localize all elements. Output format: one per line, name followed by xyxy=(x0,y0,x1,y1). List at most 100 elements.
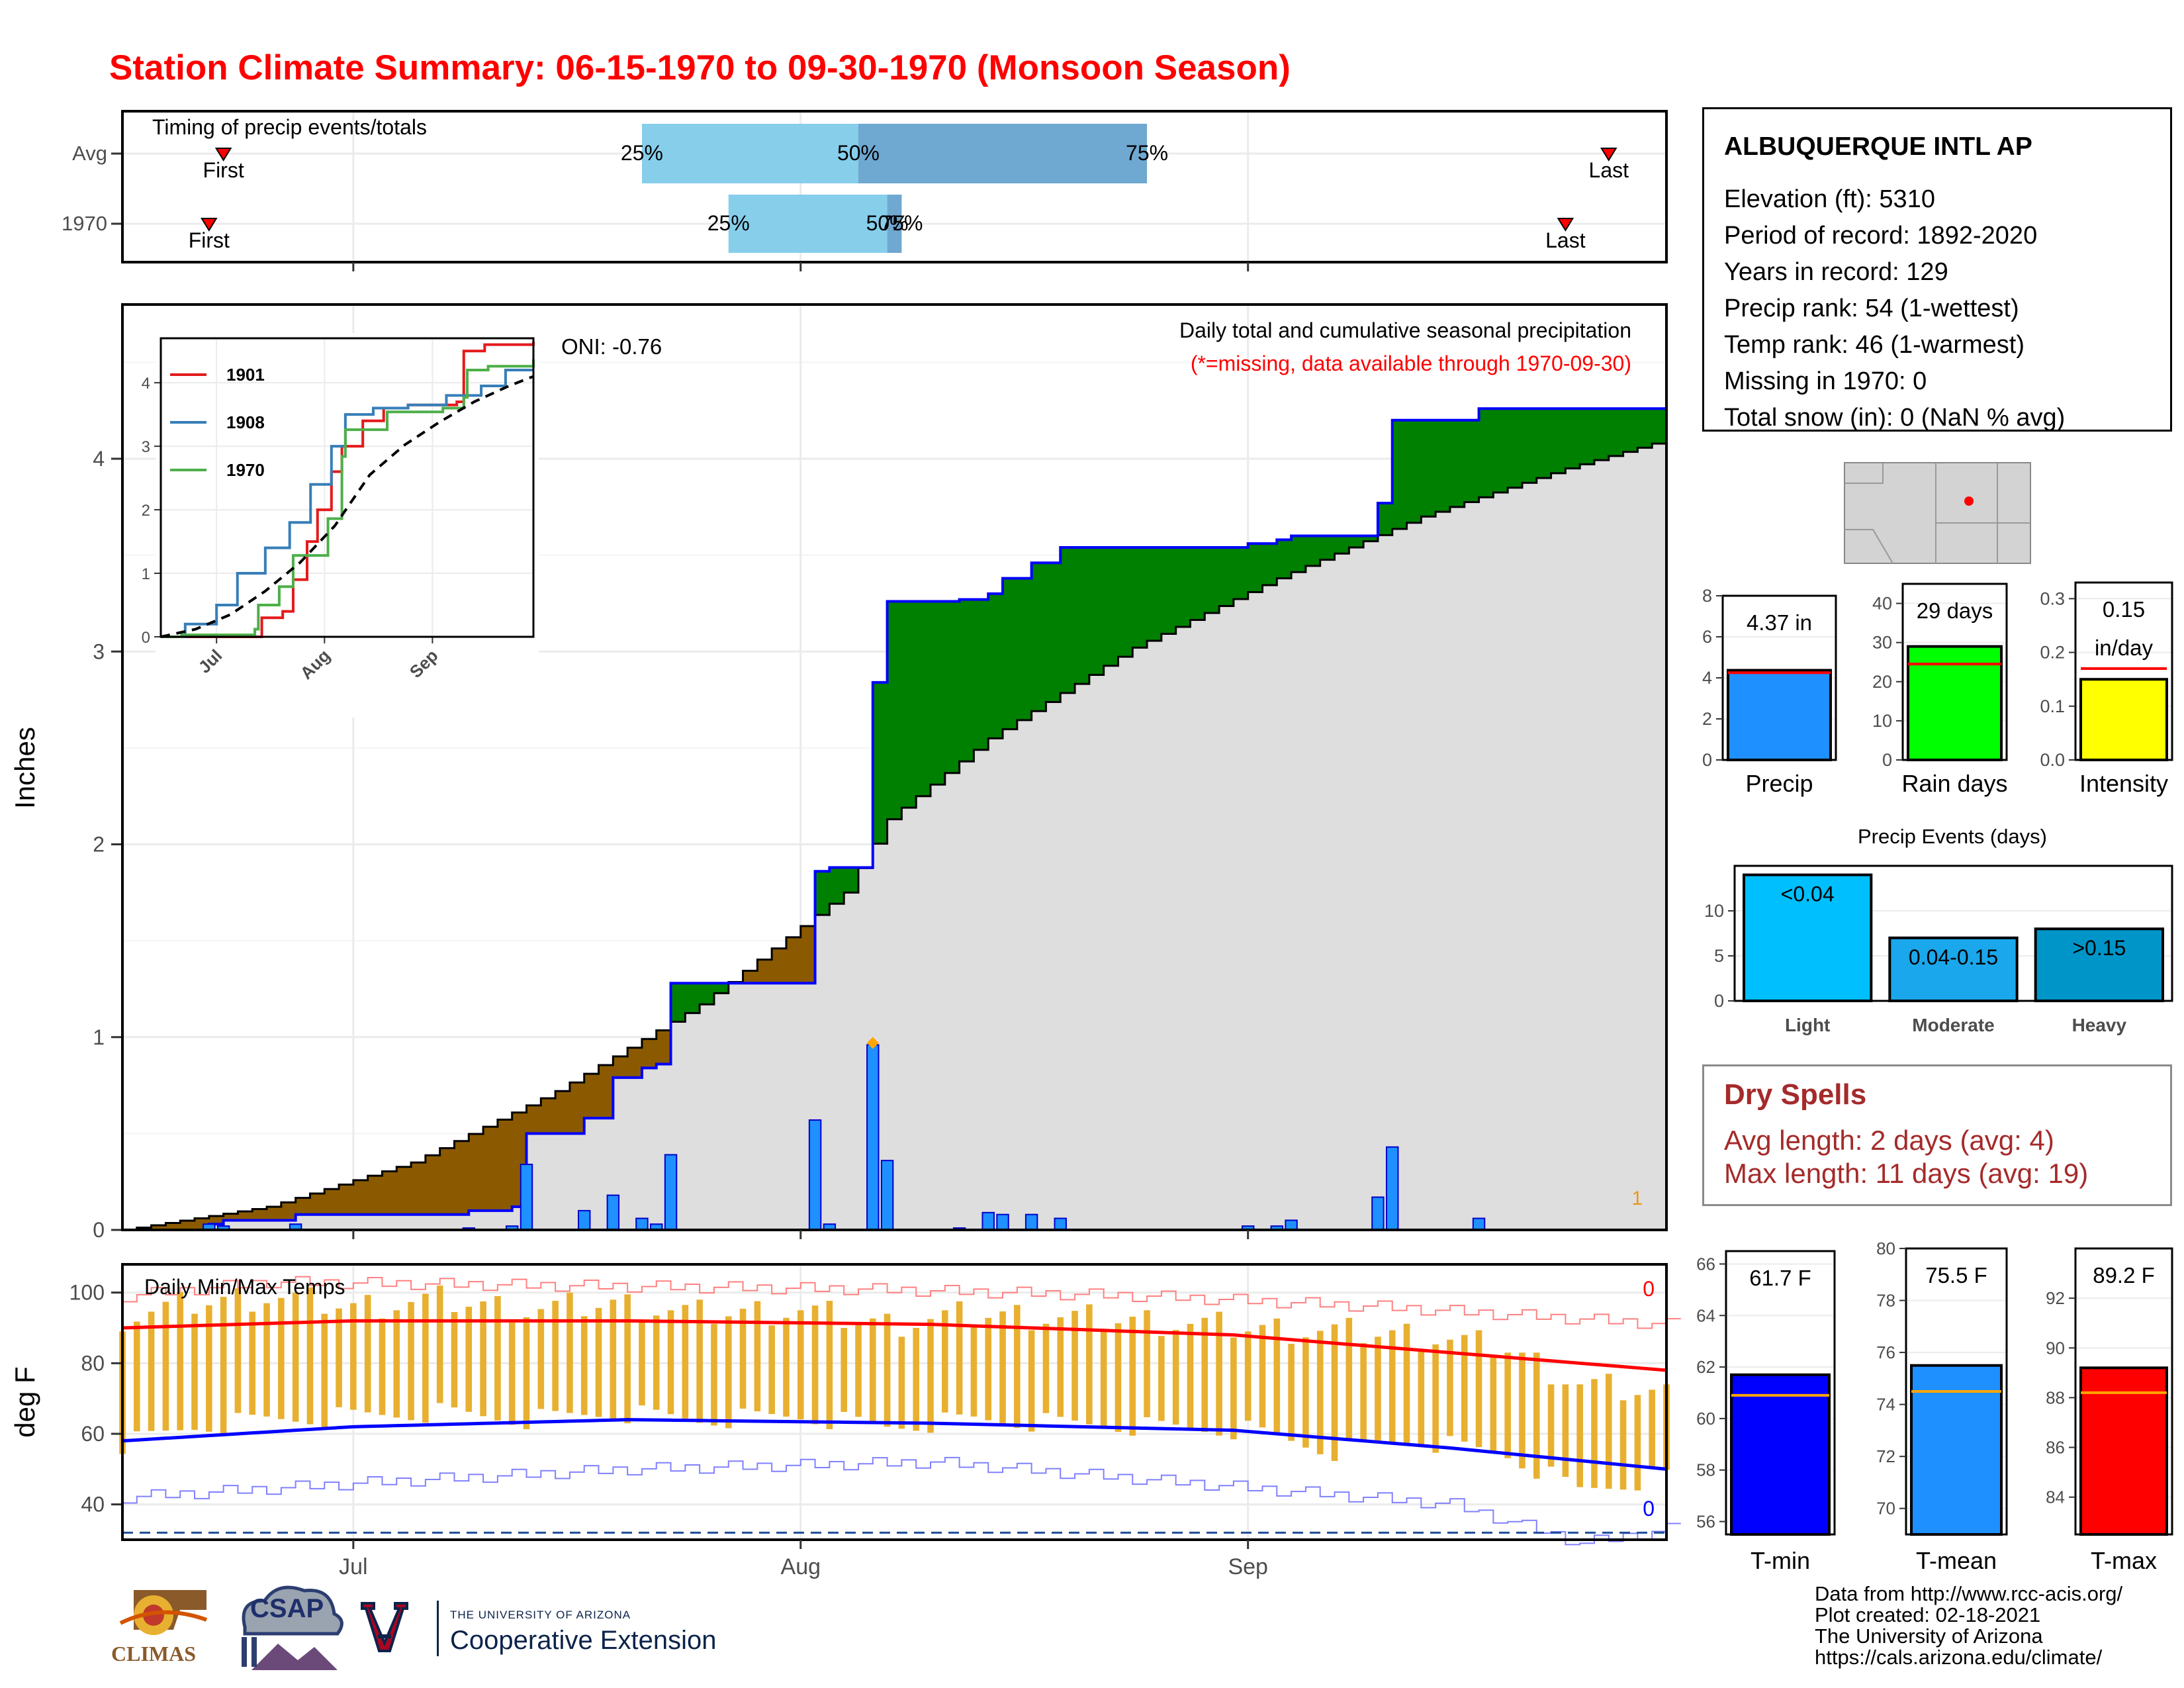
station-snow: Total snow (in): 0 (NaN % avg) xyxy=(1724,404,2066,432)
daily-temp-bar xyxy=(1216,1311,1222,1436)
footer-source: Data from http://www.rcc-acis.org/ xyxy=(1815,1582,2123,1605)
daily-temp-bar xyxy=(263,1303,270,1417)
daily-temp-bar xyxy=(1273,1318,1281,1434)
timing-bar-25-50 xyxy=(728,195,887,253)
surplus-area xyxy=(1219,547,1234,606)
daily-temp-bar xyxy=(206,1305,212,1432)
tmean-y-tick-label: 70 xyxy=(1876,1499,1895,1519)
surplus-area xyxy=(1565,408,1580,469)
surplus-area xyxy=(1118,547,1133,657)
surplus-area xyxy=(829,867,844,904)
daily-temp-bar xyxy=(292,1292,299,1422)
precip-corner-note: 1 xyxy=(1631,1188,1643,1209)
tmin-y-tick-label: 64 xyxy=(1696,1305,1715,1325)
daily-temp-bar xyxy=(191,1313,198,1430)
timing-row-label: Avg xyxy=(72,142,107,165)
daily-temp-bar xyxy=(869,1318,876,1422)
events-category-label: Light xyxy=(1785,1015,1830,1035)
tmean-y-tick-label: 72 xyxy=(1876,1446,1895,1466)
daily-temp-bar xyxy=(927,1319,934,1433)
page-title: Station Climate Summary: 06-15-1970 to 0… xyxy=(109,48,1291,87)
last-marker xyxy=(1557,218,1574,232)
temp-x-tick-label: Aug xyxy=(781,1554,821,1579)
surplus-area xyxy=(1349,536,1364,547)
events-bar-label: >0.15 xyxy=(2072,936,2126,960)
precip_total-y-tick-label: 0 xyxy=(1702,750,1712,770)
deficit-area xyxy=(339,1184,354,1215)
inset-line-1970 xyxy=(161,359,535,638)
daily-temp-bar xyxy=(306,1287,314,1425)
intensity-value-unit: in/day xyxy=(2095,635,2154,660)
surplus-area xyxy=(1075,547,1090,684)
tmax-border xyxy=(2074,1247,2173,1536)
deficit-area xyxy=(469,1133,484,1211)
climas-logo-icon xyxy=(119,1590,208,1635)
surplus-area xyxy=(1637,408,1653,448)
footer-link: https://cals.arizona.edu/climate/ xyxy=(1815,1646,2103,1669)
daily-temp-bar xyxy=(1619,1400,1627,1490)
surplus-area xyxy=(1508,408,1523,488)
deficit-area xyxy=(310,1193,325,1215)
ua-a-icon xyxy=(361,1602,408,1652)
surplus-area xyxy=(1233,547,1249,600)
daily-temp-bar xyxy=(1461,1335,1468,1442)
tmin-value-label: 61.7 F xyxy=(1749,1266,1811,1290)
rain_days-y-tick-label: 10 xyxy=(1872,711,1892,731)
deficit-area xyxy=(757,959,772,984)
daily-temp-bar xyxy=(841,1328,847,1412)
daily-temp-bar xyxy=(1172,1330,1179,1425)
tmean-border xyxy=(1905,1247,2008,1536)
daily-temp-bar xyxy=(811,1305,819,1425)
intensity-y-tick-label: 0.1 xyxy=(2040,696,2065,716)
daily-temp-bar xyxy=(537,1309,545,1409)
footer-created: Plot created: 02-18-2021 xyxy=(1815,1603,2041,1626)
daily-temp-bar xyxy=(1230,1337,1237,1440)
precip_total-y-tick-label: 6 xyxy=(1702,627,1712,647)
daily-precip-bar xyxy=(520,1163,533,1231)
daily-temp-bar xyxy=(1403,1323,1410,1446)
surplus-area xyxy=(1493,408,1508,492)
surplus-area xyxy=(1132,547,1148,648)
daily-temp-bar xyxy=(1447,1339,1453,1436)
surplus-area xyxy=(1060,547,1075,693)
daily-temp-bar xyxy=(956,1301,963,1415)
csap-logo-text: CSAP xyxy=(250,1594,324,1623)
intensity-border xyxy=(2074,581,2173,761)
station-location-dot xyxy=(1964,496,1974,506)
daily-temp-bar xyxy=(436,1286,443,1403)
daily-temp-bar xyxy=(826,1301,833,1430)
deficit-area xyxy=(425,1155,441,1215)
events-bar xyxy=(1743,873,1873,1002)
station-temp-rank: Temp rank: 46 (1-warmest) xyxy=(1724,331,2025,359)
timing-label-25: 25% xyxy=(707,211,750,235)
temp-y-tick-label: 60 xyxy=(81,1422,105,1446)
last-marker xyxy=(1600,148,1617,162)
rain_days-y-tick-label: 20 xyxy=(1872,672,1892,692)
tmax-y-tick-label: 90 xyxy=(2046,1338,2065,1358)
deficit-area xyxy=(252,1209,267,1221)
surplus-area xyxy=(1017,578,1032,720)
daily-precip-bar xyxy=(577,1209,591,1231)
precip_total-y-tick-label: 4 xyxy=(1702,668,1712,688)
deficit-area xyxy=(641,1039,657,1068)
deficit-area xyxy=(786,937,801,984)
intensity-value-label: 0.15 xyxy=(2103,597,2145,622)
tmin-bar xyxy=(1730,1373,1831,1536)
daily-temp-bar xyxy=(162,1301,169,1431)
daily-temp-bar xyxy=(1490,1357,1497,1453)
location-map xyxy=(1844,462,2031,564)
daily-temp-bar xyxy=(1605,1374,1612,1489)
daily-temp-bar xyxy=(480,1301,486,1417)
deficit-area xyxy=(165,1223,181,1230)
precip-y-tick-label: 0 xyxy=(93,1218,105,1242)
surplus-area xyxy=(1320,536,1336,560)
daily-temp-bar xyxy=(783,1317,790,1417)
record-min-line xyxy=(122,1456,1681,1546)
daily-temp-bar xyxy=(610,1299,617,1419)
inset-y-tick-label: 4 xyxy=(142,375,150,393)
daily-temp-bar xyxy=(336,1308,342,1407)
inset-legend-label: 1908 xyxy=(226,412,265,432)
rain_days-axis-label: Rain days xyxy=(1901,770,2007,797)
daily-temp-bar xyxy=(1504,1352,1511,1458)
daily-temp-bar xyxy=(884,1313,891,1427)
